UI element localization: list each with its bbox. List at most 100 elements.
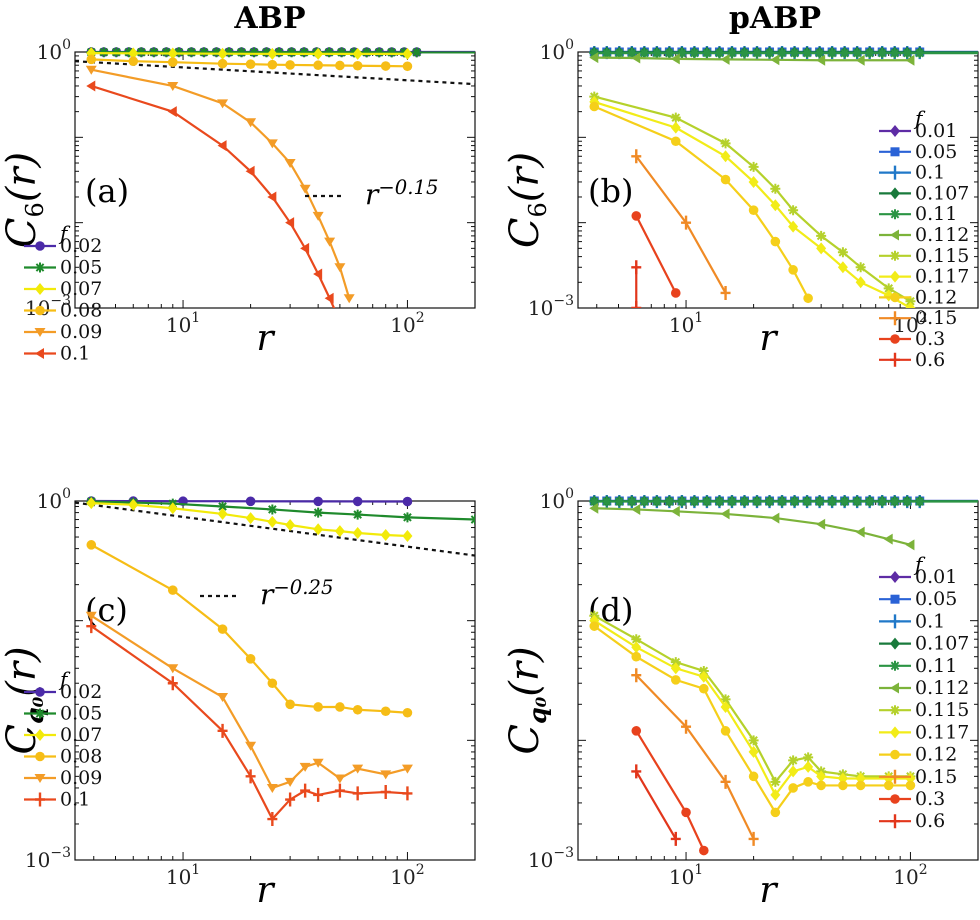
y-tick-label: 10−3 bbox=[528, 845, 574, 872]
y-axis-label: C6(r) bbox=[502, 152, 552, 248]
data-point bbox=[300, 242, 310, 254]
data-point bbox=[402, 47, 413, 60]
data-point bbox=[245, 118, 257, 128]
data-point bbox=[266, 139, 278, 149]
data-point bbox=[335, 316, 344, 327]
panel-label: (a) bbox=[85, 172, 129, 210]
data-point bbox=[714, 48, 725, 59]
legend-marker bbox=[890, 352, 900, 367]
data-point bbox=[211, 47, 222, 58]
y-tick-label: 10−3 bbox=[528, 293, 574, 320]
data-point bbox=[689, 48, 700, 59]
legend-marker bbox=[35, 792, 45, 807]
data-point bbox=[651, 48, 662, 59]
column-title-pabp: pABP bbox=[729, 1, 821, 36]
legend-item: 0.01 bbox=[879, 566, 957, 588]
legend-marker bbox=[890, 726, 900, 739]
legend-marker bbox=[890, 749, 900, 760]
data-point bbox=[855, 780, 866, 791]
y-tick-label: 100 bbox=[540, 37, 574, 64]
data-point bbox=[631, 634, 642, 645]
data-point bbox=[689, 496, 700, 507]
data-point bbox=[839, 496, 850, 507]
legend-marker bbox=[890, 769, 900, 784]
data-point bbox=[699, 683, 709, 694]
legend-label: 0.15 bbox=[915, 766, 957, 788]
data-point bbox=[814, 496, 825, 507]
legend-marker bbox=[890, 187, 900, 200]
data-point bbox=[864, 48, 875, 59]
data-point bbox=[217, 501, 228, 512]
data-point bbox=[361, 47, 372, 58]
data-point bbox=[402, 496, 413, 507]
data-point bbox=[167, 81, 179, 91]
legend-marker bbox=[890, 292, 900, 303]
legend-marker bbox=[890, 794, 900, 804]
data-point bbox=[261, 47, 272, 58]
data-point bbox=[245, 741, 257, 751]
legend: f0.010.050.10.1070.110.1120.1150.1170.12… bbox=[879, 106, 969, 371]
data-point bbox=[167, 502, 178, 515]
data-point bbox=[299, 184, 311, 194]
legend-label: 0.1 bbox=[915, 610, 945, 632]
legend-marker bbox=[890, 250, 900, 261]
data-point bbox=[324, 292, 334, 304]
data-point bbox=[167, 585, 178, 595]
data-point bbox=[402, 61, 413, 72]
legend-label: 0.107 bbox=[915, 182, 969, 204]
data-point bbox=[245, 769, 256, 784]
legend-item: 0.112 bbox=[879, 224, 969, 246]
data-point bbox=[374, 47, 385, 58]
legend-item: 0.02 bbox=[24, 681, 102, 703]
data-point bbox=[816, 230, 827, 241]
data-point bbox=[726, 496, 737, 507]
data-point bbox=[748, 205, 759, 215]
x-axis-label: r bbox=[256, 870, 275, 911]
data-point bbox=[589, 621, 600, 631]
series-0.1 bbox=[86, 80, 344, 327]
data-point bbox=[589, 496, 600, 507]
y-tick-label: 10−3 bbox=[25, 845, 71, 872]
y-tick-label: 100 bbox=[37, 486, 71, 513]
legend-marker bbox=[35, 348, 44, 359]
series-line bbox=[91, 52, 408, 56]
data-point bbox=[267, 59, 278, 70]
data-point bbox=[788, 220, 799, 233]
legend-marker bbox=[890, 614, 900, 629]
data-point bbox=[284, 777, 296, 787]
data-point bbox=[631, 764, 642, 779]
data-point bbox=[748, 735, 759, 746]
legend-marker bbox=[890, 682, 899, 694]
legend-label: 0.07 bbox=[60, 724, 102, 746]
data-point bbox=[631, 668, 642, 683]
legend-item: 0.09 bbox=[24, 767, 102, 789]
reference-line bbox=[75, 501, 475, 557]
x-tick-label: 101 bbox=[669, 862, 703, 889]
data-point bbox=[335, 60, 345, 71]
data-point bbox=[380, 785, 391, 800]
data-point bbox=[670, 675, 681, 685]
legend-item: 0.08 bbox=[24, 300, 102, 322]
data-point bbox=[631, 641, 642, 654]
legend-item: 0.05 bbox=[24, 703, 102, 725]
data-point bbox=[470, 514, 475, 525]
data-point bbox=[631, 651, 642, 662]
data-point bbox=[676, 48, 687, 59]
legend-label: 0.11 bbox=[915, 655, 957, 677]
data-point bbox=[335, 702, 345, 712]
data-point bbox=[285, 60, 295, 70]
data-point bbox=[245, 512, 256, 525]
data-point bbox=[312, 758, 324, 768]
data-point bbox=[752, 48, 763, 59]
series-0.3 bbox=[631, 211, 681, 298]
reference-label: r−0.15 bbox=[365, 176, 438, 211]
data-point bbox=[770, 54, 780, 66]
legend-label: 0.1 bbox=[60, 343, 90, 365]
data-point bbox=[670, 53, 680, 65]
legend-item: 0.07 bbox=[24, 278, 102, 300]
data-point bbox=[883, 533, 893, 545]
data-point bbox=[770, 236, 781, 247]
series-0.12 bbox=[589, 101, 813, 304]
data-point bbox=[285, 792, 296, 807]
data-point bbox=[86, 540, 97, 550]
